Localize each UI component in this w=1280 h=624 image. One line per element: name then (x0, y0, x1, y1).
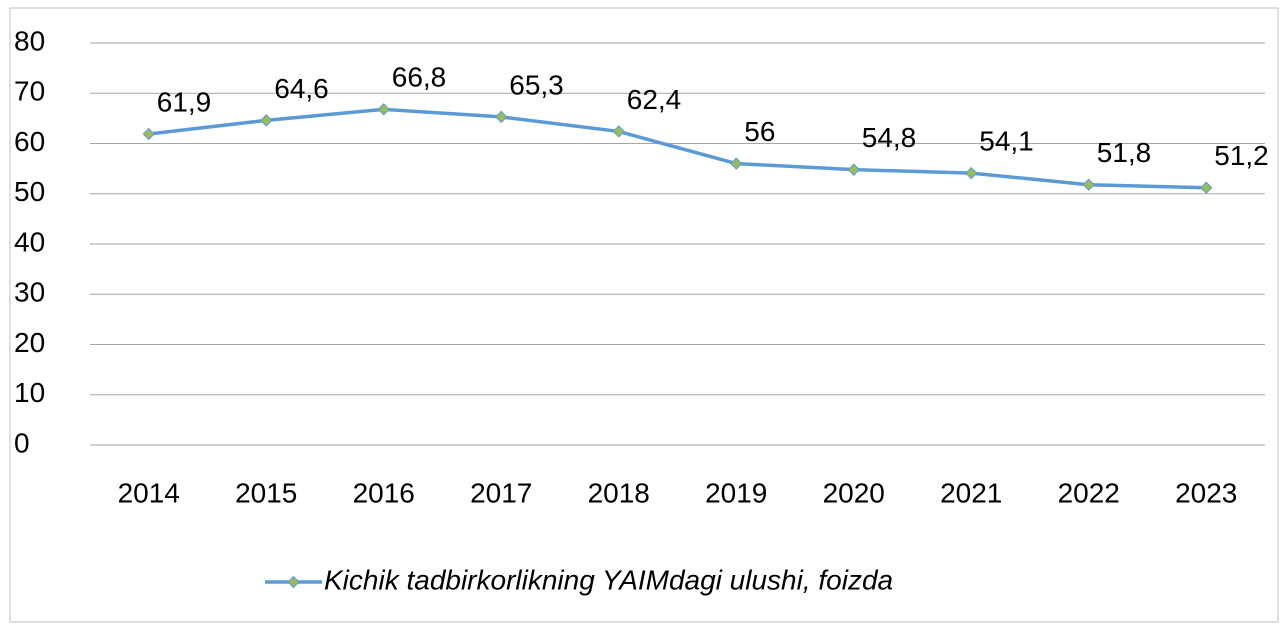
y-tick-label: 70 (14, 76, 45, 107)
data-label: 56 (744, 116, 775, 147)
marker (260, 114, 273, 127)
legend-marker (287, 575, 300, 589)
x-tick-label: 2014 (118, 477, 180, 508)
x-tick-label: 2022 (1058, 477, 1120, 508)
marker (495, 110, 508, 124)
y-tick-label: 40 (14, 226, 45, 257)
data-label: 51,8 (1097, 137, 1152, 168)
marker (142, 127, 155, 141)
x-tick-label: 2023 (1175, 477, 1237, 508)
y-tick-label: 20 (14, 327, 45, 358)
y-tick-label: 0 (14, 427, 30, 458)
x-tick-label: 2018 (588, 477, 650, 508)
data-label: 54,1 (979, 126, 1034, 157)
x-tick-label: 2016 (353, 477, 415, 508)
x-tick-label: 2021 (940, 477, 1002, 508)
y-tick-label: 60 (14, 126, 45, 157)
data-label: 65,3 (509, 69, 564, 100)
x-tick-label: 2017 (470, 477, 532, 508)
legend-label: Kichik tadbirkorlikning YAIMdagi ulushi,… (324, 564, 893, 595)
chart-frame (9, 7, 1279, 623)
data-label: 62,4 (627, 84, 682, 115)
data-label: 51,2 (1214, 140, 1269, 171)
y-tick-label: 80 (14, 25, 45, 56)
marker (1200, 181, 1213, 194)
x-tick-label: 2019 (705, 477, 767, 508)
data-label: 54,8 (862, 122, 917, 153)
marker (730, 157, 743, 170)
x-tick-label: 2015 (235, 477, 297, 508)
data-label: 66,8 (392, 62, 447, 93)
marker (965, 166, 978, 180)
marker (612, 125, 625, 138)
marker (1082, 178, 1095, 191)
series-line (148, 107, 1207, 190)
data-label: 64,6 (274, 73, 329, 104)
y-tick-label: 10 (14, 377, 45, 408)
y-tick-label: 50 (14, 176, 45, 207)
marker (847, 163, 860, 176)
marker (377, 103, 390, 116)
y-tick-label: 30 (14, 277, 45, 308)
x-tick-label: 2020 (823, 477, 885, 508)
data-label: 61,9 (157, 86, 212, 117)
